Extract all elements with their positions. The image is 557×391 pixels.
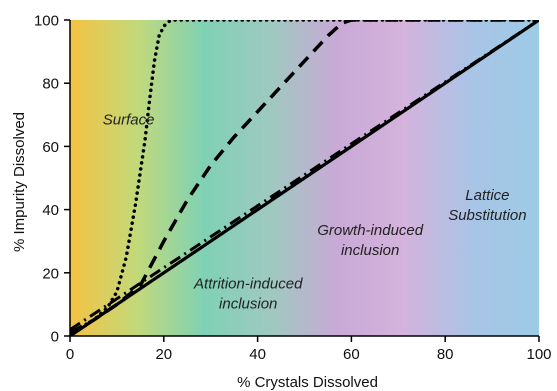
series-line-dashdot [70, 20, 539, 331]
x-tick-label: 40 [249, 346, 266, 363]
y-tick-label: 20 [42, 265, 59, 282]
y-tick-label: 0 [51, 329, 59, 346]
region-label: Attrition-induced inclusion [193, 276, 303, 313]
y-tick-label: 60 [42, 139, 59, 156]
x-axis-title: % Crystals Dissolved [237, 374, 378, 391]
x-tick-label: 0 [66, 346, 74, 363]
y-axis-title: % Impurity Dissolved [11, 112, 28, 252]
x-tick-label: 20 [155, 346, 172, 363]
y-tick-label: 80 [42, 76, 59, 93]
y-tick-label: 100 [34, 13, 59, 30]
x-tick-label: 100 [526, 346, 551, 363]
region-label: Surface [103, 111, 155, 128]
x-tick-label: 60 [343, 346, 360, 363]
x-tick-label: 80 [437, 346, 454, 363]
region-label: Lattice Substitution [448, 187, 526, 224]
series-line-solid [70, 20, 539, 336]
y-tick-label: 40 [42, 202, 59, 219]
region-label: Growth-induced inclusion [317, 222, 424, 259]
